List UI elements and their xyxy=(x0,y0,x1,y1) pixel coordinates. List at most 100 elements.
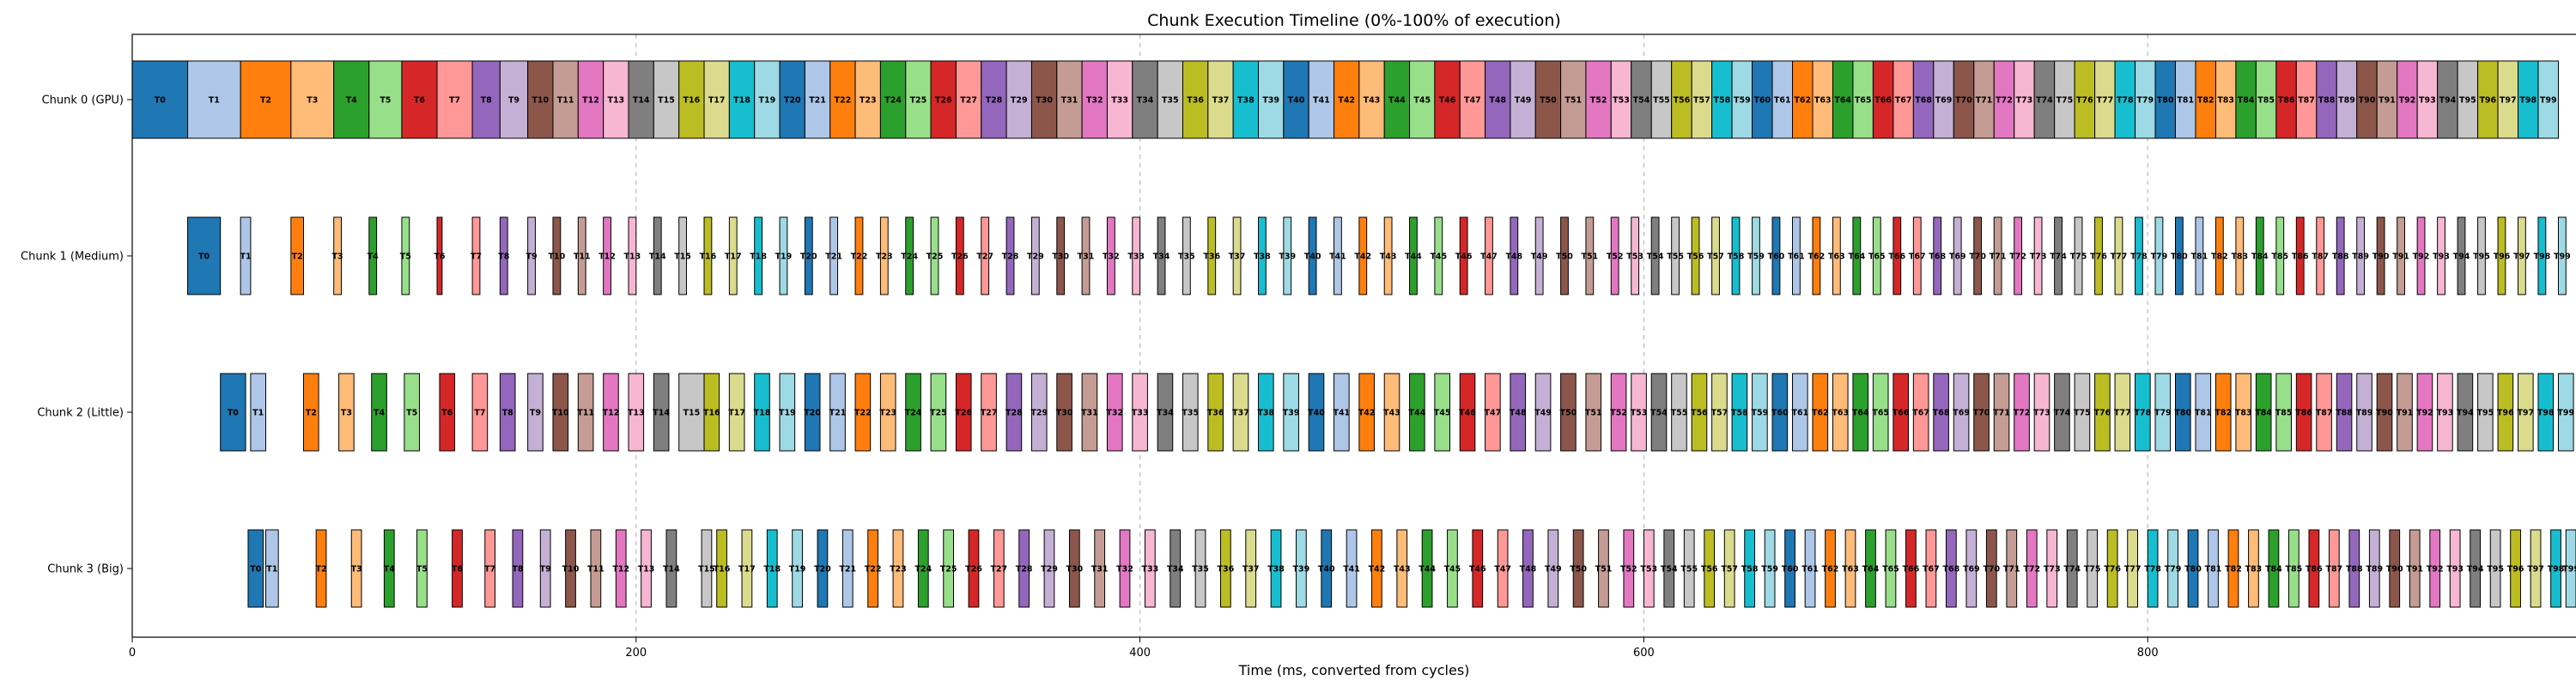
task-label: T26 xyxy=(955,409,972,418)
task-label: T39 xyxy=(1279,252,1296,262)
task-label: T65 xyxy=(1872,409,1889,418)
task-bar xyxy=(1409,373,1425,452)
task-label: T98 xyxy=(2537,409,2555,418)
task-label: T77 xyxy=(2124,565,2142,575)
task-bar xyxy=(829,60,856,139)
task-label: T19 xyxy=(775,252,793,262)
task-label: T27 xyxy=(990,565,1007,575)
task-label: T21 xyxy=(825,252,842,262)
task-bar xyxy=(981,373,997,452)
task-bar xyxy=(2235,216,2245,295)
task-label: T52 xyxy=(1590,96,1607,106)
task-label: T5 xyxy=(380,96,391,106)
task-label: T30 xyxy=(1052,252,1069,262)
task-label: T80 xyxy=(2157,96,2174,106)
task-bar xyxy=(2397,216,2405,295)
task-bar xyxy=(1663,529,1675,608)
task-bar xyxy=(1872,216,1881,295)
task-label: T69 xyxy=(1949,252,1966,262)
task-label: T90 xyxy=(2376,409,2393,418)
task-label: T99 xyxy=(2557,409,2574,418)
task-bar xyxy=(2248,529,2259,608)
task-bar xyxy=(527,373,544,452)
task-bar xyxy=(1560,373,1577,452)
task-label: T40 xyxy=(1318,565,1335,575)
task-label: T18 xyxy=(754,409,771,418)
task-label: T64 xyxy=(1852,409,1869,418)
task-bar xyxy=(2457,373,2474,452)
task-bar xyxy=(527,216,536,295)
task-label: T79 xyxy=(2154,409,2172,418)
task-bar xyxy=(1572,529,1584,608)
task-label: T34 xyxy=(1157,409,1174,418)
task-label: T24 xyxy=(914,565,932,575)
task-label: T16 xyxy=(703,409,720,418)
task-bar xyxy=(955,216,964,295)
task-bar xyxy=(2235,373,2252,452)
task-bar xyxy=(1182,373,1199,452)
task-label: T10 xyxy=(552,409,569,418)
task-label: T90 xyxy=(2372,252,2390,262)
task-label: T97 xyxy=(2513,252,2530,262)
task-label: T3 xyxy=(341,409,352,418)
task-bar xyxy=(2114,373,2131,452)
task-label: T76 xyxy=(2104,565,2121,575)
task-label: T95 xyxy=(2477,409,2494,418)
task-label: T22 xyxy=(865,565,882,575)
task-label: T9 xyxy=(530,409,541,418)
task-label: T17 xyxy=(738,565,756,575)
task-bar xyxy=(265,529,279,608)
task-bar xyxy=(2154,373,2172,452)
task-bar xyxy=(703,60,730,139)
task-bar xyxy=(2477,373,2494,452)
task-label: T54 xyxy=(1650,409,1668,418)
task-label: T11 xyxy=(587,565,605,575)
task-bar xyxy=(1459,373,1476,452)
x-tick-label: 400 xyxy=(1129,647,1151,660)
task-label: T74 xyxy=(2036,96,2053,106)
task-label: T19 xyxy=(759,96,776,106)
task-label: T21 xyxy=(809,96,826,106)
task-label: T66 xyxy=(1893,409,1910,418)
task-bar xyxy=(552,373,569,452)
task-bar xyxy=(2255,216,2264,295)
task-bar xyxy=(1485,216,1493,295)
task-label: T12 xyxy=(603,409,620,418)
task-label: T5 xyxy=(400,252,411,262)
task-label: T53 xyxy=(1640,565,1657,575)
task-label: T35 xyxy=(1182,409,1199,418)
task-bar xyxy=(2033,373,2050,452)
task-label: T68 xyxy=(1933,409,1950,418)
task-label: T46 xyxy=(1455,252,1473,262)
task-label: T97 xyxy=(2500,96,2517,106)
task-label: T17 xyxy=(708,96,726,106)
task-bar xyxy=(804,216,813,295)
task-label: T31 xyxy=(1078,252,1095,262)
task-bar xyxy=(2518,216,2526,295)
task-label: T25 xyxy=(910,96,927,106)
task-label: T81 xyxy=(2205,565,2222,575)
task-bar xyxy=(2510,529,2521,608)
task-bar xyxy=(1182,60,1209,139)
task-label: T77 xyxy=(2096,96,2113,106)
task-bar xyxy=(1056,373,1072,452)
task-bar xyxy=(2557,216,2567,295)
task-label: T48 xyxy=(1510,409,1527,418)
task-label: T1 xyxy=(240,252,251,262)
task-label: T44 xyxy=(1388,96,1406,106)
task-bar xyxy=(2174,373,2191,452)
task-label: T95 xyxy=(2459,96,2476,106)
task-bar xyxy=(2437,373,2453,452)
task-label: T14 xyxy=(663,565,680,575)
task-label: T14 xyxy=(649,252,666,262)
task-bar xyxy=(1081,216,1091,295)
task-bar xyxy=(2006,529,2018,608)
task-label: T45 xyxy=(1444,565,1461,575)
task-bar xyxy=(678,216,687,295)
task-label: T8 xyxy=(502,409,513,418)
task-label: T23 xyxy=(876,252,893,262)
task-label: T60 xyxy=(1782,565,1799,575)
task-label: T63 xyxy=(1832,409,1849,418)
task-label: T31 xyxy=(1091,565,1109,575)
task-bar xyxy=(1912,373,1929,452)
